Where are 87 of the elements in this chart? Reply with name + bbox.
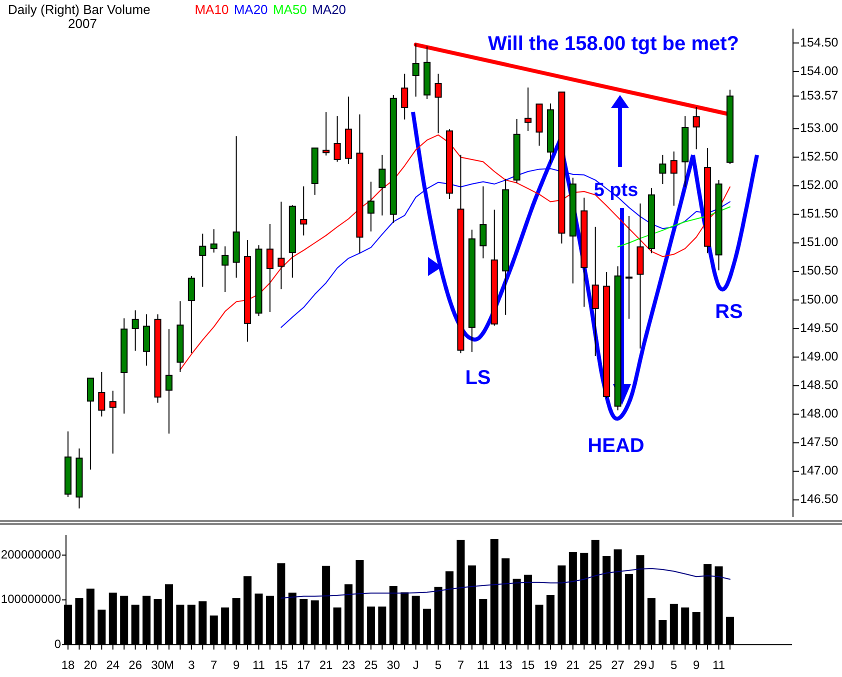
candlestick	[524, 87, 532, 132]
x-tick-label: 25	[364, 658, 378, 672]
y-tick-label: 153.00	[800, 120, 838, 135]
candlestick	[222, 246, 229, 292]
candlestick	[165, 328, 172, 434]
x-tick-label: 23	[342, 658, 356, 672]
x-tick-label: J	[648, 658, 654, 672]
chart-subtitle: 2007	[68, 16, 97, 31]
line-series	[280, 568, 730, 599]
y-tick-label: 147.50	[800, 435, 838, 450]
candlestick	[266, 224, 274, 312]
y-tick-label: 151.50	[800, 206, 838, 221]
x-tick-label: 3	[188, 658, 196, 672]
x-tick-label: 27	[611, 658, 625, 672]
x-tick-label: 21	[319, 658, 334, 672]
candlestick	[132, 310, 139, 352]
text: MA20	[234, 2, 268, 17]
candlestick	[401, 73, 408, 120]
candlestick	[334, 116, 341, 162]
candlestick	[659, 154, 666, 185]
y-tick-label: 150.00	[800, 292, 838, 306]
x-tick-label: 25	[588, 658, 602, 672]
x-tick-label: 11	[252, 658, 266, 672]
candlestick	[626, 216, 633, 320]
candlestick	[199, 233, 206, 288]
candlestick	[412, 43, 420, 98]
y-tick-label: 147.00	[800, 464, 838, 478]
x-tick-label: 5	[670, 658, 678, 672]
y-tick-label: 153.57	[800, 88, 838, 102]
y-tick-label: 151.00	[800, 235, 838, 250]
candlestick	[98, 371, 106, 417]
y-tick-label: 154.00	[800, 64, 838, 78]
y-tick-label: 146.50	[800, 492, 838, 506]
annotation: 5 pts	[594, 180, 638, 201]
x-tick-label: 7	[210, 658, 218, 672]
candlestick	[210, 228, 218, 254]
y-tick-label: 148.50	[800, 378, 838, 392]
y-tick-label: 152.50	[800, 149, 838, 164]
x-tick-label: 5	[434, 658, 442, 672]
x-tick-label: 17	[296, 658, 311, 672]
candlestick	[86, 378, 94, 470]
x-tick-label: 9	[232, 658, 240, 672]
candlestick	[367, 181, 374, 232]
candlestick	[480, 186, 487, 259]
text: MA50	[272, 2, 307, 17]
candlestick	[322, 112, 330, 156]
y-tick-label: 148.00	[800, 406, 838, 420]
candlestick	[592, 226, 599, 356]
annotation: HEAD	[588, 435, 644, 457]
text: MA20	[312, 2, 346, 17]
candlestick	[300, 186, 308, 236]
y-tick-label: 149.50	[800, 320, 838, 335]
candlestick	[378, 154, 386, 216]
annotation: Will the 158.00 tgt be met?	[488, 33, 739, 55]
text: MA10	[194, 2, 229, 17]
x-tick-label: 11	[476, 658, 490, 672]
x-tick-label: 26	[128, 658, 142, 672]
x-tick-label: 9	[692, 658, 700, 672]
y-tick-label: 150.50	[800, 264, 838, 278]
x-tick-label: 15	[521, 658, 536, 672]
x-tick-label: J	[412, 658, 419, 672]
x-tick-label: 30	[151, 658, 165, 672]
x-tick-label: 30	[386, 658, 400, 672]
candlestick	[278, 201, 285, 290]
x-tick-label: 21	[566, 658, 580, 672]
x-tick-label: 15	[274, 658, 288, 672]
x-tick-label: 11	[712, 658, 726, 672]
y-tick-label: 152.00	[800, 178, 838, 192]
y-tick-label: 200000000	[0, 547, 62, 562]
y-tick-label: 100000000	[0, 592, 62, 606]
x-tick-label: M	[164, 658, 174, 672]
x-tick-label: 18	[61, 658, 75, 672]
candlestick	[188, 275, 195, 354]
chart-title: Daily (Right) Bar Volume	[8, 2, 150, 17]
y-tick-label: 149.00	[800, 349, 838, 364]
candlestick	[109, 390, 116, 454]
y-tick-label: 154.50	[800, 35, 838, 50]
x-tick-label: 20	[84, 658, 98, 672]
x-tick-label: 24	[106, 658, 120, 672]
x-tick-label: 19	[544, 658, 558, 672]
candlestick	[670, 150, 678, 206]
x-tick-label: 13	[498, 658, 513, 672]
annotation: LS	[465, 367, 491, 389]
x-tick-label: 29	[634, 658, 648, 672]
x-tick-label: 7	[457, 658, 464, 672]
y-tick-label: 0	[54, 636, 62, 651]
annotation: RS	[715, 301, 743, 323]
